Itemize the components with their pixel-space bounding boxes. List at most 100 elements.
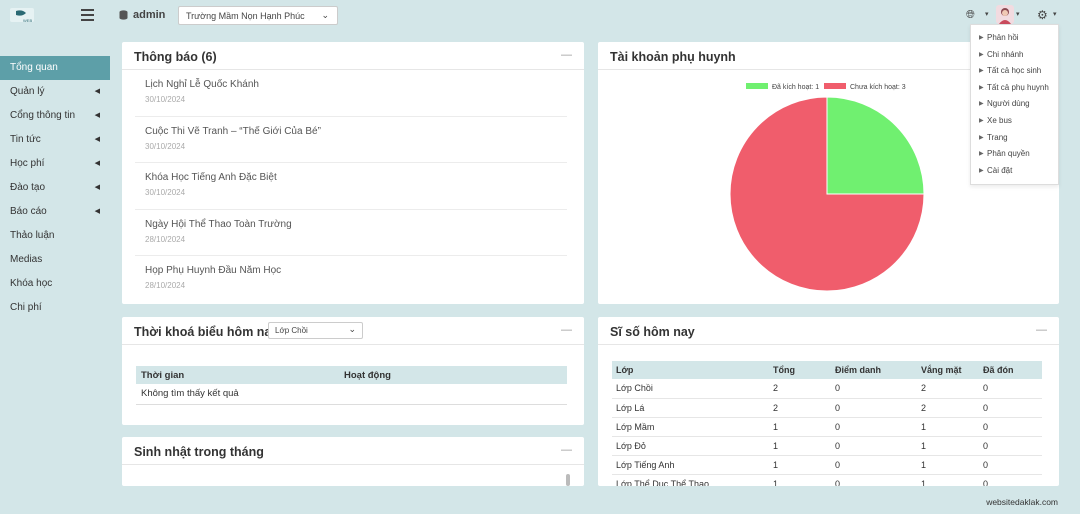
minimize-icon[interactable]: —	[561, 49, 572, 61]
pie-chart: Đã kích hoạt: 1 Chưa kích hoạt: 3	[729, 83, 925, 292]
caret-left-icon: ◀	[94, 160, 100, 167]
svg-text:WEB: WEB	[23, 18, 32, 23]
pie-slice-0[interactable]	[826, 96, 925, 195]
menu-icon[interactable]	[81, 9, 94, 21]
legend-label: Chưa kích hoạt: 3	[850, 84, 906, 91]
sidebar-item-thao-luan[interactable]: Thảo luận	[10, 230, 55, 241]
sidebar-item-khoa-hoc[interactable]: Khóa học	[10, 278, 53, 289]
settings-dropdown: ▶ Phản hồi ▶ Chi nhánh ▶ Tất cả học sinh ▶ T…	[970, 24, 1059, 185]
sidebar-item-chi-phi[interactable]: Chi phí	[10, 302, 42, 313]
caret-left-icon: ◀	[94, 184, 100, 191]
legend-label: Đã kích hoạt: 1	[772, 84, 819, 91]
menu-item-nguoi-dung[interactable]: ▶ Người dùng	[971, 96, 1058, 113]
caret-right-icon: ▶	[979, 151, 984, 158]
table-row: Lớp Đỏ 1 0 1 0	[612, 436, 1042, 456]
column-header: Tổng	[769, 361, 831, 379]
user-menu[interactable]: admin	[119, 9, 165, 21]
avatar[interactable]	[996, 5, 1014, 24]
timetable-title: Thời khoá biểu hôm nay	[134, 325, 279, 339]
footer-text[interactable]: websitedaklak.com	[986, 497, 1058, 507]
database-icon	[119, 10, 128, 20]
sidebar-item-cong-thong-tin[interactable]: Cổng thông tin ◀	[0, 104, 110, 128]
class-select[interactable]: Lớp Chồi ⌄	[268, 322, 363, 339]
caret-right-icon: ▶	[979, 68, 984, 75]
birthdays-panel: Sinh nhật trong tháng —	[122, 437, 584, 486]
empty-message: Không tìm thấy kết quả	[136, 384, 567, 405]
caret-right-icon: ▶	[979, 51, 984, 58]
table-row: Lớp Thể Dục Thể Thao 1 0 1 0	[612, 474, 1042, 486]
notices-panel: Thông báo (6) — Lịch Nghỉ Lễ Quốc Khánh …	[122, 42, 584, 304]
column-header: Điểm danh	[831, 361, 917, 379]
list-item[interactable]: Cuộc Thi Vẽ Tranh – “Thế Giới Của Bé” 30…	[135, 117, 567, 163]
footer: websitedaklak.com	[0, 486, 1080, 514]
birthdays-title: Sinh nhật trong tháng	[134, 445, 264, 459]
username: admin	[133, 9, 166, 21]
menu-item-cai-dat[interactable]: ▶ Cài đặt	[971, 163, 1058, 180]
chevron-down-icon: ⌄	[348, 324, 356, 334]
caret-right-icon: ▶	[979, 35, 984, 41]
column-header: Vắng mặt	[917, 361, 979, 379]
legend-swatch	[746, 83, 768, 89]
caret-down-icon: ▾	[1016, 11, 1020, 18]
top-bar: WEB admin Trường Mầm Nọn Hạnh Phúc ⌄ 🌐︎ …	[0, 0, 1080, 31]
logo[interactable]: WEB	[8, 6, 36, 24]
table-row: Lớp Mầm 1 0 1 0	[612, 417, 1042, 437]
sidebar-item-tong-quan[interactable]: Tổng quan	[0, 56, 110, 80]
list-item[interactable]: Lịch Nghỉ Lễ Quốc Khánh 30/10/2024	[135, 70, 567, 117]
legend-swatch	[824, 83, 846, 89]
attendance-title: Sĩ số hôm nay	[610, 325, 695, 339]
globe-icon[interactable]: 🌐︎	[966, 9, 975, 21]
caret-right-icon: ▶	[979, 134, 984, 141]
menu-item-chi-nhanh[interactable]: ▶ Chi nhánh	[971, 47, 1058, 64]
caret-right-icon: ▶	[979, 101, 984, 108]
class-select-value: Lớp Chồi	[275, 326, 308, 335]
scrollbar[interactable]	[566, 474, 570, 486]
table-row: Lớp Tiếng Anh 1 0 1 0	[612, 455, 1042, 475]
accounts-title: Tài khoản phụ huynh	[610, 50, 736, 64]
timetable-table: Thời gian Hoạt động Không tìm thấy kết q…	[136, 366, 567, 405]
sidebar-item-tin-tuc[interactable]: Tin tức ◀	[0, 128, 110, 152]
notices-title: Thông báo (6)	[134, 50, 217, 64]
table-row: Lớp Lá 2 0 2 0	[612, 398, 1042, 418]
sidebar-item-bao-cao[interactable]: Báo cáo ◀	[0, 200, 110, 224]
menu-item-phan-hoi[interactable]: ▶ Phản hồi	[971, 30, 1058, 47]
school-select-value: Trường Mầm Nọn Hạnh Phúc	[186, 11, 305, 21]
column-header: Hoạt động	[339, 366, 567, 384]
attendance-table: Lớp Tổng Điểm danh Vắng mặt Đã đón Lớp C…	[612, 361, 1042, 486]
sidebar-item-dao-tao[interactable]: Đào tạo ◀	[0, 176, 110, 200]
school-select[interactable]: Trường Mầm Nọn Hạnh Phúc ⌄	[178, 6, 338, 25]
minimize-icon[interactable]: —	[561, 444, 572, 456]
caret-left-icon: ◀	[94, 136, 100, 143]
menu-item-xe-bus[interactable]: ▶ Xe bus	[971, 113, 1058, 130]
sidebar: Tổng quan Quản lý ◀ Cổng thông tin ◀ Tin t…	[0, 56, 110, 320]
column-header: Lớp	[612, 361, 769, 379]
menu-item-tat-ca-hoc-sinh[interactable]: ▶ Tất cả học sinh	[971, 63, 1058, 80]
chevron-down-icon: ⌄	[321, 10, 329, 20]
list-item[interactable]: Ngày Hội Thể Thao Toàn Trường 28/10/2024	[135, 210, 567, 256]
pie-slice-1[interactable]	[729, 96, 925, 292]
minimize-icon[interactable]: —	[1036, 324, 1047, 336]
list-item[interactable]: Khóa Học Tiếng Anh Đặc Biệt 30/10/2024	[135, 163, 567, 210]
menu-item-tat-ca-phu-huynh[interactable]: ▶ Tất cả phụ huynh	[971, 80, 1058, 97]
list-item[interactable]: Họp Phụ Huynh Đầu Năm Học 28/10/2024	[145, 265, 282, 290]
caret-down-icon: ▾	[985, 11, 989, 18]
sidebar-item-quan-ly[interactable]: Quản lý ◀	[0, 80, 110, 104]
gear-icon[interactable]: ⚙	[1037, 8, 1048, 22]
menu-item-trang[interactable]: ▶ Trang	[971, 130, 1058, 147]
table-row: Lớp Chồi 2 0 2 0	[612, 379, 1042, 399]
caret-right-icon: ▶	[979, 167, 984, 174]
column-header: Thời gian	[136, 366, 339, 384]
caret-right-icon: ▶	[979, 117, 984, 124]
caret-left-icon: ◀	[94, 112, 100, 119]
caret-down-icon: ▾	[1053, 11, 1057, 18]
caret-left-icon: ◀	[94, 88, 100, 95]
minimize-icon[interactable]: —	[561, 324, 572, 336]
caret-right-icon: ▶	[979, 84, 984, 91]
column-header: Đã đón	[979, 361, 1042, 379]
sidebar-item-hoc-phi[interactable]: Học phí ◀	[0, 152, 110, 176]
timetable-panel: Thời khoá biểu hôm nay Lớp Chồi ⌄ — Thời…	[122, 317, 584, 425]
caret-left-icon: ◀	[94, 208, 100, 215]
sidebar-item-medias[interactable]: Medias	[10, 254, 43, 265]
attendance-panel: Sĩ số hôm nay — Lớp Tổng Điểm danh Vắng …	[598, 317, 1059, 486]
menu-item-phan-quyen[interactable]: ▶ Phân quyền	[971, 146, 1058, 163]
